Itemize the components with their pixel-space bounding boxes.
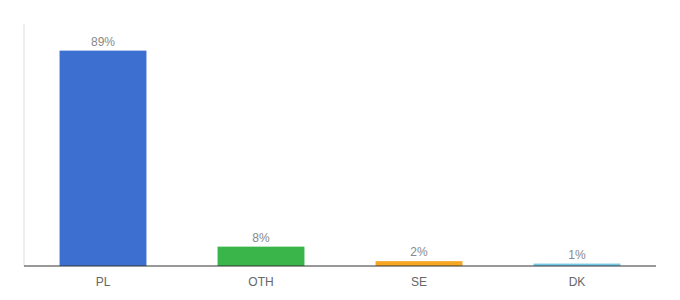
plot-area: 89% 8% 2% 1% PL OTH SE DK <box>24 24 656 289</box>
x-tick-label: DK <box>569 275 586 289</box>
x-axis-line <box>24 266 656 267</box>
x-tick-label: OTH <box>248 275 273 289</box>
data-label: 1% <box>568 248 586 262</box>
bar <box>218 247 305 266</box>
x-tick-label: PL <box>96 275 111 289</box>
chart-container: 89% 8% 2% 1% PL OTH SE DK <box>0 0 680 300</box>
bar <box>60 51 147 266</box>
labels: 89% 8% 2% 1% PL OTH SE DK <box>91 35 586 289</box>
y-axis-line <box>24 24 25 266</box>
data-label: 8% <box>252 231 270 245</box>
bars <box>60 51 621 266</box>
x-tick-label: SE <box>411 275 427 289</box>
chart: 89% 8% 2% 1% PL OTH SE DK <box>0 0 680 300</box>
data-label: 89% <box>91 35 115 49</box>
data-label: 2% <box>410 245 428 259</box>
bar <box>376 261 463 266</box>
